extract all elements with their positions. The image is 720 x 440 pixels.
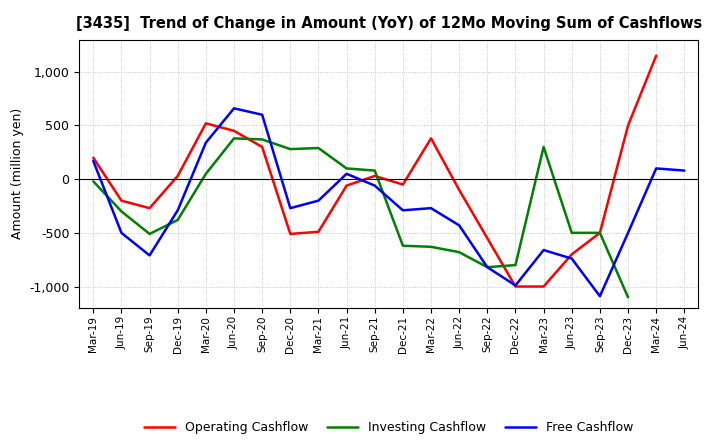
Free Cashflow [174,208,182,213]
Operating Cashflow [230,128,238,133]
Free Cashflow [624,230,632,235]
Line: Free Cashflow: Free Cashflow [94,108,684,296]
Operating Cashflow [89,155,98,160]
Investing Cashflow [89,179,98,184]
Free Cashflow [567,256,576,261]
Line: Operating Cashflow: Operating Cashflow [94,56,656,286]
Free Cashflow [89,158,98,164]
Investing Cashflow [230,136,238,141]
Title: [3435]  Trend of Change in Amount (YoY) of 12Mo Moving Sum of Cashflows: [3435] Trend of Change in Amount (YoY) o… [76,16,702,32]
Operating Cashflow [342,183,351,188]
Free Cashflow [511,283,520,288]
Investing Cashflow [145,231,154,237]
Operating Cashflow [314,229,323,235]
Free Cashflow [230,106,238,111]
Free Cashflow [145,253,154,258]
Operating Cashflow [624,123,632,128]
Free Cashflow [595,293,604,299]
Operating Cashflow [511,284,520,289]
Y-axis label: Amount (million yen): Amount (million yen) [11,108,24,239]
Investing Cashflow [399,243,408,248]
Operating Cashflow [174,173,182,179]
Operating Cashflow [455,187,464,193]
Free Cashflow [455,223,464,228]
Investing Cashflow [567,230,576,235]
Investing Cashflow [370,168,379,173]
Free Cashflow [483,264,492,270]
Free Cashflow [286,205,294,211]
Free Cashflow [202,140,210,145]
Free Cashflow [314,198,323,203]
Investing Cashflow [427,244,436,249]
Free Cashflow [258,112,266,117]
Operating Cashflow [595,230,604,235]
Operating Cashflow [370,173,379,179]
Investing Cashflow [455,249,464,255]
Investing Cashflow [511,262,520,268]
Free Cashflow [427,205,436,211]
Operating Cashflow [117,198,126,203]
Free Cashflow [652,166,660,171]
Investing Cashflow [483,264,492,270]
Operating Cashflow [202,121,210,126]
Investing Cashflow [117,209,126,214]
Investing Cashflow [202,171,210,176]
Legend: Operating Cashflow, Investing Cashflow, Free Cashflow: Operating Cashflow, Investing Cashflow, … [139,416,639,439]
Operating Cashflow [652,53,660,59]
Operating Cashflow [286,231,294,237]
Operating Cashflow [427,136,436,141]
Operating Cashflow [145,205,154,211]
Free Cashflow [342,171,351,176]
Operating Cashflow [539,284,548,289]
Investing Cashflow [286,147,294,152]
Free Cashflow [680,168,688,173]
Free Cashflow [399,208,408,213]
Investing Cashflow [258,137,266,142]
Free Cashflow [117,230,126,235]
Investing Cashflow [342,166,351,171]
Investing Cashflow [174,217,182,223]
Free Cashflow [539,247,548,253]
Free Cashflow [370,183,379,188]
Investing Cashflow [624,295,632,300]
Investing Cashflow [595,230,604,235]
Line: Investing Cashflow: Investing Cashflow [94,138,628,297]
Operating Cashflow [399,182,408,187]
Operating Cashflow [567,252,576,257]
Operating Cashflow [258,144,266,150]
Investing Cashflow [314,145,323,150]
Investing Cashflow [539,144,548,150]
Operating Cashflow [483,235,492,241]
